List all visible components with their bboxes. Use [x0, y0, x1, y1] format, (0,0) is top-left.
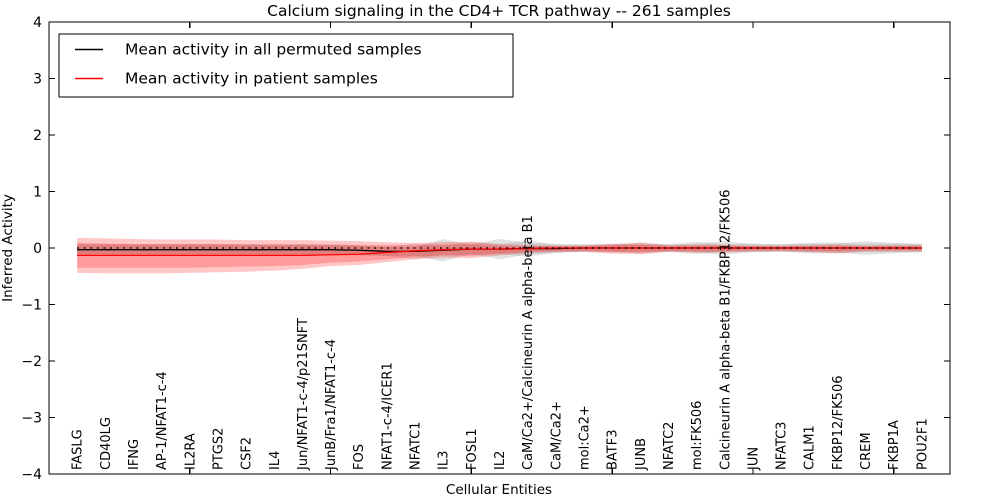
- x-tick-label: NFATC2: [662, 422, 677, 470]
- x-tick-label: PTGS2: [211, 428, 226, 470]
- x-tick-label: NFAT1-c-4/ICER1: [380, 362, 395, 470]
- x-tick-label: JUNB: [634, 438, 649, 471]
- band-patient-spread-outer: [77, 237, 922, 274]
- x-tick-label: FOSL1: [465, 429, 480, 470]
- x-tick-label: BATF3: [606, 430, 621, 471]
- x-tick-label: FKBP1A: [887, 420, 902, 470]
- plot-frame: [48, 21, 951, 475]
- y-tick-label: −2: [21, 354, 42, 370]
- x-tick-label: mol:FK506: [690, 401, 705, 470]
- x-tick-label: Calcineurin A alpha-beta B1/FKBP12/FK506: [718, 190, 733, 470]
- y-tick-label: −1: [21, 298, 42, 314]
- x-tick-label: mol:Ca2+: [577, 405, 592, 470]
- x-tick-label: IL4: [268, 451, 283, 470]
- y-tick-label: 2: [33, 128, 42, 144]
- x-tick-label: AP-1/NFAT1-c-4: [155, 371, 170, 470]
- y-tick-label: 1: [33, 185, 42, 201]
- mean-activity-lines: [77, 247, 922, 256]
- x-tick-label: IL2: [493, 451, 508, 470]
- x-tick-label: CaM/Ca2+: [549, 401, 564, 470]
- x-tick-label: FASLG: [71, 429, 86, 470]
- y-tick-label: −4: [21, 467, 42, 483]
- y-tick-label: 0: [33, 241, 42, 257]
- legend-box: [58, 33, 514, 98]
- y-tick-label: −3: [21, 411, 42, 427]
- x-axis-label: Cellular Entities: [446, 482, 552, 498]
- x-tick-label: IL3: [437, 451, 452, 470]
- legend-label-patient: Mean activity in patient samples: [125, 70, 378, 88]
- x-tick-label: NFATC1: [409, 422, 424, 470]
- chart-title: Calcium signaling in the CD4+ TCR pathwa…: [267, 2, 731, 20]
- x-tick-label: JUN: [746, 447, 761, 471]
- band-permuted-spread-outer: [77, 238, 922, 262]
- x-tick-label: CaM/Ca2+/Calcineurin A alpha-beta B1: [521, 215, 536, 470]
- x-tick-label: CD40LG: [99, 417, 114, 470]
- legend-label-permuted: Mean activity in all permuted samples: [125, 41, 422, 59]
- x-tick-label: Jun/NFAT1-c-4/p21SNFT: [296, 318, 311, 471]
- legend: Mean activity in all permuted samples Me…: [58, 33, 514, 98]
- x-tick-labels: FASLG CD40LG IFNG AP-1/NFAT1-c-4 IL2RA PTGS2 C…: [71, 190, 931, 471]
- x-tick-label: FKBP12/FK506: [831, 376, 846, 471]
- x-tick-label: CALM1: [803, 425, 818, 470]
- y-tick-label: 3: [33, 72, 42, 88]
- y-tick-label: 4: [33, 15, 42, 31]
- x-tick-label: NFATC3: [775, 422, 790, 470]
- x-tick-label: JunB/Fra1/NFAT1-c-4: [324, 339, 339, 471]
- x-tick-label: CREM: [859, 432, 874, 470]
- patient-mean-line: [77, 247, 922, 256]
- x-tick-label: IL2RA: [183, 433, 198, 470]
- y-axis-label: Inferred Activity: [0, 194, 16, 302]
- x-tick-label: POU2F1: [915, 418, 930, 470]
- x-tick-label: FOS: [352, 444, 367, 470]
- x-tick-label: IFNG: [127, 439, 142, 470]
- y-tick-labels: 4 3 2 1 0 −1 −2 −3 −4: [21, 15, 42, 483]
- x-tick-label: CSF2: [240, 437, 255, 470]
